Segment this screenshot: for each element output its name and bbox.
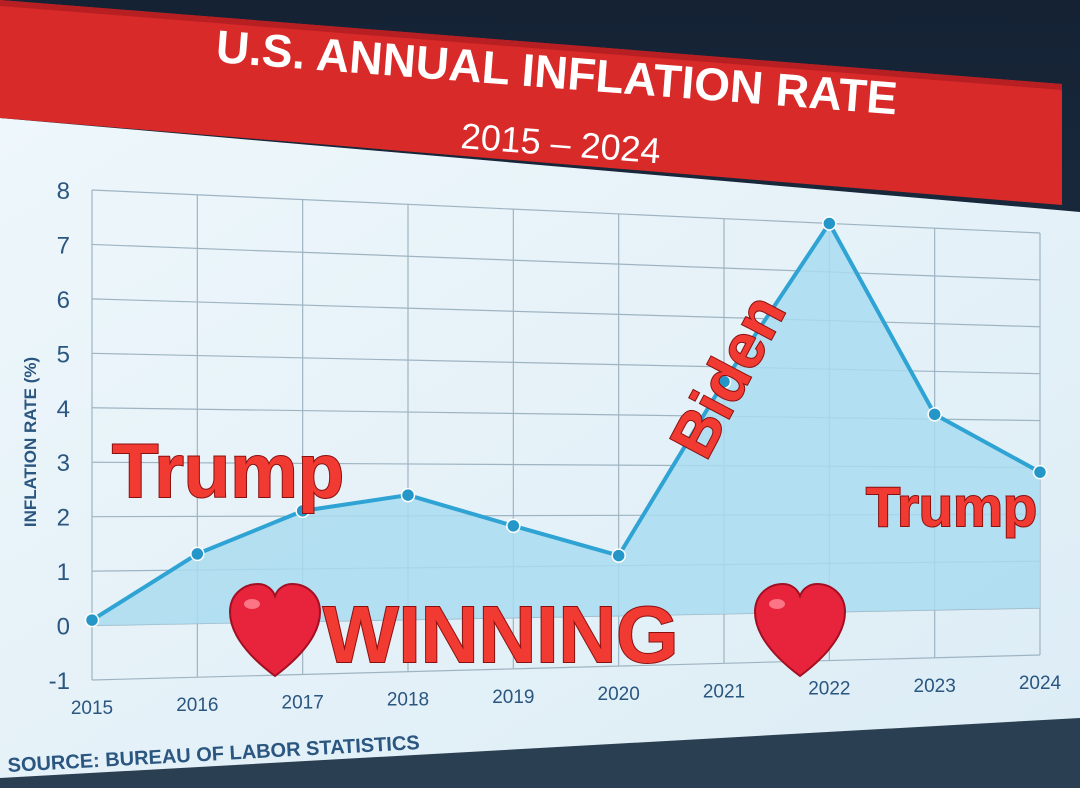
y-tick-label: 8	[57, 178, 70, 205]
trump-label-right: Trump	[866, 475, 1037, 538]
header-band	[0, 0, 1062, 205]
x-tick-label: 2020	[598, 684, 640, 705]
y-tick-label: 7	[57, 232, 70, 259]
y-tick-label: 3	[57, 450, 70, 477]
x-tick-label: 2019	[492, 687, 534, 708]
y-tick-label: -1	[49, 668, 70, 695]
data-point	[822, 216, 837, 231]
x-tick-label: 2022	[808, 679, 850, 700]
gridline-h	[91, 243, 1041, 281]
y-tick-label: 1	[57, 559, 70, 586]
data-point	[716, 374, 732, 389]
gridline-h	[91, 189, 1041, 234]
y-tick-label: 5	[57, 341, 70, 368]
data-point	[506, 518, 521, 534]
x-tick-label: 2023	[914, 676, 956, 697]
data-point	[1032, 464, 1048, 480]
plot-area: -1 0 1 2 3 4 5 6 7 8 2015 2016 2017 2018 2019 2020 2021…	[49, 178, 1062, 719]
header-top-edge	[0, 0, 1062, 90]
x-tick-label: 2024	[1019, 673, 1062, 694]
y-axis-label: INFLATION RATE (%)	[21, 357, 40, 527]
x-tick-label: 2021	[703, 681, 745, 702]
x-tick-label: 2018	[387, 690, 429, 711]
data-point	[400, 487, 416, 503]
trump-label-left: Trump	[112, 429, 344, 514]
y-tick-label: 6	[57, 287, 70, 314]
y-tick-label: 4	[57, 396, 70, 423]
data-point	[190, 546, 205, 562]
x-tick-label: 2017	[282, 692, 324, 713]
inflation-line	[90, 221, 1041, 622]
winning-banner: WINNING	[228, 582, 847, 680]
data-point	[927, 407, 942, 422]
x-tick-label: 2015	[71, 698, 113, 719]
y-tick-label: 2	[57, 505, 70, 532]
inflation-area	[92, 223, 1040, 626]
data-point	[295, 503, 310, 519]
data-points	[84, 216, 1048, 628]
gridline-h	[91, 654, 1041, 681]
y-tick-labels: -1 0 1 2 3 4 5 6 7 8	[49, 178, 70, 695]
x-tick-labels: 2015 2016 2017 2018 2019 2020 2021 2022 2023 2024	[71, 673, 1062, 719]
y-tick-label: 0	[57, 614, 70, 641]
data-point	[611, 548, 626, 563]
winning-label: WINNING	[323, 590, 679, 679]
x-tick-label: 2016	[176, 695, 218, 716]
data-point	[84, 612, 100, 628]
